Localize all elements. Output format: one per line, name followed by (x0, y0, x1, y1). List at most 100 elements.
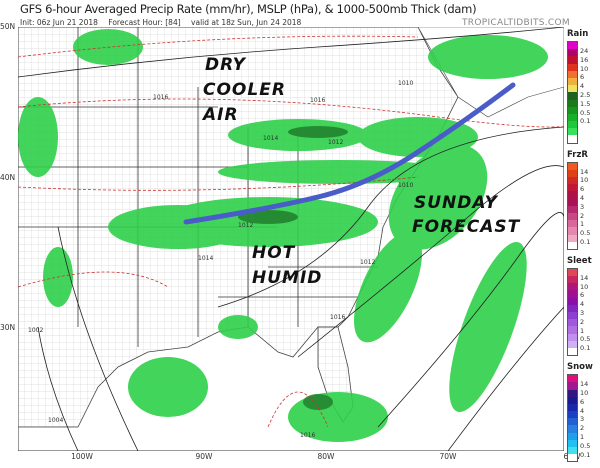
annotation-hot: HOT (252, 243, 296, 263)
legend-label: 0.1 (580, 238, 591, 246)
legend-label: 2 (580, 424, 585, 433)
isobar-label: 1014 (263, 135, 278, 142)
legend-swatch (568, 113, 577, 122)
legend-swatch (568, 283, 577, 291)
isobar-label: 1012 (360, 259, 375, 266)
legend-label: 2 (580, 211, 585, 220)
legend-swatch (568, 382, 577, 390)
legend-title: Snow (567, 362, 593, 373)
legend-swatch (568, 333, 577, 341)
isobar-label: 1016 (310, 97, 325, 104)
legend-swatch (568, 121, 577, 129)
legend-swatch (568, 77, 577, 86)
legend-label: 3 (580, 202, 585, 211)
legend-swatch (568, 319, 577, 327)
annotation-cooler: COOLER (203, 80, 286, 100)
legend-sleet: Sleet 14 10 6 4 3 2 1 0.5 0.1 (567, 255, 600, 357)
legend-swatch (568, 99, 577, 107)
legend-label: 2.5 (580, 90, 591, 99)
legend-swatch (568, 70, 577, 78)
legend-title: Rain (567, 29, 589, 39)
legend-label: 3 (580, 415, 585, 424)
init-time: Init: 06z Jun 21 2018 (20, 18, 98, 27)
legend-label: 0.1 (580, 117, 591, 126)
isobar-label: 1004 (48, 417, 63, 424)
legend-swatch (568, 128, 577, 136)
watermark: TROPICALTIDBITS.COM (462, 18, 570, 28)
legend-label: 4 (580, 82, 585, 91)
legend-label: 3 (580, 309, 585, 318)
legend-label: 0.1 (580, 450, 591, 459)
legend-swatch (568, 290, 577, 298)
legend-rain: Rain 24 16 10 6 4 2.5 1.5 0.5 0.1 (567, 29, 600, 144)
isobar-label: 1012 (238, 222, 253, 229)
legend-swatch (568, 162, 577, 170)
legend-swatch (568, 198, 577, 206)
isobar-label: 1010 (398, 182, 413, 189)
legend-swatch (568, 439, 577, 447)
legend-label: 14 (580, 273, 589, 282)
legend-label: 1 (580, 220, 585, 229)
legend-title: Sleet (567, 255, 592, 266)
legend-swatch (568, 92, 577, 100)
legend-swatch (568, 85, 577, 93)
legend-swatch (568, 63, 577, 71)
legend-label: 0.5 (580, 229, 591, 238)
isobar-label: 1012 (328, 139, 343, 146)
legend-swatch (568, 304, 577, 312)
legend-swatch (568, 297, 577, 305)
legend-title: FrzR (567, 149, 588, 160)
legend-label: 6 (580, 73, 585, 82)
legend-swatch (568, 276, 577, 284)
legend-label: 4 (580, 406, 585, 415)
isobar-label: 1010 (398, 80, 413, 87)
legend-snow: Snow 14 10 6 4 3 2 1 0.5 0.1 (567, 362, 600, 463)
weather-map: 1016 1016 1014 1012 1010 1010 1012 1014 … (18, 27, 564, 451)
legend-swatch (568, 389, 577, 397)
lat-label-50n: 50N (0, 22, 16, 31)
isobar-label: 1016 (330, 314, 345, 321)
legend-swatch (568, 347, 577, 356)
legend-label: 1.5 (580, 99, 591, 108)
legend-swatch (568, 425, 577, 433)
legend-swatch (568, 177, 577, 185)
valid-time: valid at 18z Sun, Jun 24 2018 (191, 18, 302, 27)
legend-label: 10 (580, 388, 589, 397)
legend-swatch (568, 432, 577, 440)
cold-front-line (183, 82, 516, 225)
legend-swatch (568, 42, 577, 50)
legend-swatch (568, 220, 577, 228)
map-subtitle: Init: 06z Jun 21 2018 Forecast Hour: [84… (20, 18, 309, 27)
isobars (18, 27, 564, 451)
legend-swatch (568, 56, 577, 64)
legend-label: 6 (580, 291, 585, 300)
legend-swatch (568, 191, 577, 199)
legend-swatch (568, 184, 577, 192)
legend-label: 0.1 (580, 344, 591, 353)
forecast-hour: Forecast Hour: [84] (108, 18, 181, 27)
legend-label: 14 (580, 380, 589, 389)
legend-label: 4 (580, 300, 585, 309)
legend-swatch (568, 49, 577, 57)
legend-swatch (568, 268, 577, 277)
precip-legend: Rain 24 16 10 6 4 2.5 1.5 0.5 0.1 FrzR 14 10 6 4 3 2 1 0.5… (567, 27, 600, 468)
legend-swatch (568, 375, 577, 383)
legend-label: 10 (580, 282, 589, 291)
legend-swatch (568, 135, 577, 143)
annotation-humid: HUMID (252, 268, 323, 288)
lon-label-70w: 70W (439, 452, 457, 461)
legend-label: 6 (580, 185, 585, 194)
isobar-label: 1002 (28, 327, 43, 334)
legend-swatch (568, 227, 577, 235)
legend-label: 0.5 (580, 335, 591, 344)
lat-label-40n: 40N (0, 173, 16, 182)
lon-label-80w: 80W (317, 452, 335, 461)
legend-swatch (568, 326, 577, 334)
legend-swatch (568, 396, 577, 404)
precip-areas (18, 29, 548, 442)
legend-label: 0.5 (580, 108, 591, 117)
legend-label: 14 (580, 167, 589, 176)
legend-swatch (568, 205, 577, 213)
legend-label: 1 (580, 326, 585, 335)
legend-swatch (568, 234, 577, 242)
